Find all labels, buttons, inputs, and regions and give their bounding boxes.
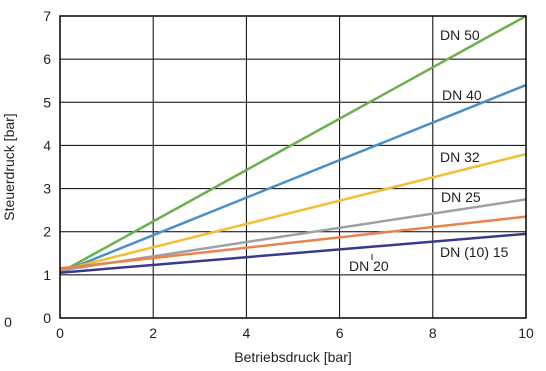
stray-zero-label: 0: [4, 314, 12, 330]
y-tick-labels: 0 1 2 3 4 5 6 7: [43, 8, 51, 326]
plot-frame: [59, 15, 527, 319]
series-label-0: DN 50: [440, 27, 480, 43]
y-tick-label: 2: [43, 224, 51, 240]
y-tick-label: 3: [43, 181, 51, 197]
y-tick-label: 7: [43, 8, 51, 24]
series-label-1: DN 40: [442, 87, 482, 103]
x-tick-label: 4: [243, 325, 251, 341]
x-tick-label: 2: [149, 325, 157, 341]
series-label-5: DN (10) 15: [440, 244, 509, 260]
y-tick-label: 5: [43, 94, 51, 110]
y-tick-label: 6: [43, 51, 51, 67]
y-axis-label: Steuerdruck [bar]: [1, 113, 17, 220]
series-line-2: [59, 152, 527, 272]
x-tick-label: 6: [336, 325, 344, 341]
series-label-4: DN 20: [349, 258, 389, 274]
x-tick-labels: 0 2 4 6 8 10: [56, 325, 534, 341]
series-line-1: [59, 83, 527, 274]
x-tick-label: 8: [429, 325, 437, 341]
series-label-3: DN 25: [441, 189, 481, 205]
y-tick-label: 1: [43, 267, 51, 283]
x-tick-label: 10: [518, 325, 534, 341]
series-line-0: [59, 14, 527, 274]
series-label-2: DN 32: [440, 149, 480, 165]
series-lines: [59, 14, 527, 274]
plot-background: [60, 16, 526, 318]
y-tick-label: 0: [43, 310, 51, 326]
y-tick-label: 4: [43, 137, 51, 153]
x-axis-label: Betriebsdruck [bar]: [234, 349, 352, 365]
x-tick-label: 0: [56, 325, 64, 341]
series-line-5: [59, 232, 527, 274]
series-line-4: [59, 215, 527, 270]
series-labels: DN 50 DN 40 DN 32 DN 25 DN 20 DN (10) 15: [349, 27, 509, 274]
